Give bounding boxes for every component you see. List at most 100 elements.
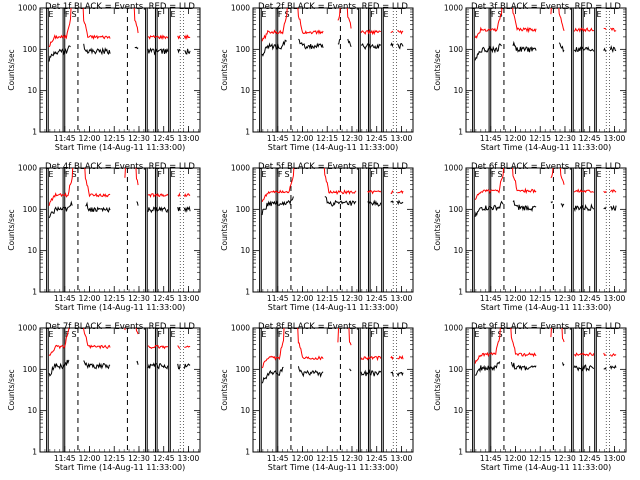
- lld-series-line: [184, 345, 191, 348]
- x-tick-label: 12:00: [79, 454, 101, 463]
- y-tick-label: 1: [32, 288, 37, 297]
- event-mark-label: S: [72, 330, 77, 339]
- panel-title: Det 2f BLACK = Events, RED = LLD: [258, 2, 408, 12]
- lld-series-line: [474, 168, 537, 200]
- x-tick-label: 12:30: [128, 454, 150, 463]
- x-tick-label: 12:45: [366, 454, 388, 463]
- events-series-line: [85, 201, 111, 213]
- events-series-line: [83, 360, 111, 370]
- lld-series-line: [609, 353, 617, 357]
- lld-series-line: [390, 355, 394, 361]
- x-tick-label: 11:45: [480, 454, 502, 463]
- x-tick-label: 12:15: [103, 454, 125, 463]
- x-tick-label: 13:00: [391, 454, 413, 463]
- lld-series-line: [367, 190, 382, 195]
- x-tick-label: 13:00: [604, 454, 626, 463]
- x-tick-label: 12:45: [366, 294, 388, 303]
- x-axis-label: Start Time (14-Aug-11 11:33:00): [481, 303, 612, 312]
- y-tick-label: 1: [245, 288, 250, 297]
- y-tick-label: 100: [449, 205, 464, 214]
- lld-series-line: [183, 193, 191, 198]
- x-tick-label: 11:45: [267, 294, 289, 303]
- x-axis-label: Start Time (14-Aug-11 11:33:00): [55, 303, 186, 312]
- y-tick-label: 1: [32, 448, 37, 457]
- event-mark-label: F: [278, 10, 283, 19]
- events-series-line: [396, 43, 404, 50]
- lld-series-line: [177, 192, 181, 197]
- event-mark-label: F: [278, 330, 283, 339]
- event-mark-label: S: [72, 10, 77, 19]
- event-mark-label: S: [72, 170, 77, 179]
- y-tick-label: 1000: [444, 164, 463, 173]
- event-mark-label: E: [48, 170, 53, 179]
- event-mark-label: E: [383, 170, 388, 179]
- panel-title: Det 3f BLACK = Events, RED = LLD: [471, 2, 621, 12]
- lld-series-line: [360, 29, 381, 36]
- event-mark-label: E: [474, 10, 479, 19]
- x-tick-label: 12:30: [341, 454, 363, 463]
- detector-panel: Det 3f BLACK = Events, RED = LLD 1 10 100 10…: [433, 2, 627, 152]
- y-tick-label: 1: [245, 128, 250, 137]
- panel-title: Det 5f BLACK = Events, RED = LLD: [258, 162, 408, 172]
- x-tick-label: 12:00: [79, 294, 101, 303]
- x-axis-label: Start Time (14-Aug-11 11:33:00): [481, 143, 612, 152]
- x-tick-label: 11:45: [54, 454, 76, 463]
- events-series-line: [560, 203, 565, 208]
- lld-series-line: [397, 354, 404, 360]
- event-mark-label: E: [261, 330, 266, 339]
- lld-series-line: [261, 8, 324, 42]
- x-tick-label: 11:45: [480, 294, 502, 303]
- y-tick-label: 1000: [18, 4, 37, 13]
- events-series-line: [550, 201, 554, 204]
- x-tick-label: 12:15: [529, 454, 551, 463]
- event-mark-label: F: [65, 170, 70, 179]
- events-series-line: [390, 200, 394, 204]
- event-mark-label: S: [285, 330, 290, 339]
- x-tick-label: 11:45: [54, 134, 76, 143]
- lld-series-line: [261, 168, 357, 202]
- event-mark-label: F: [370, 170, 375, 179]
- plot-frame: [39, 167, 201, 293]
- events-series-line: [512, 40, 537, 53]
- y-axis-label: Counts/sec: [220, 49, 229, 90]
- detector-panel: Det 6f BLACK = Events, RED = LLD 1 10 100 10…: [433, 162, 627, 312]
- plot-frame: [465, 167, 627, 293]
- events-series-line: [562, 362, 565, 367]
- detector-panel: Det 8f BLACK = Events, RED = LLD 1 10 100 10…: [220, 322, 414, 472]
- x-tick-label: 13:00: [178, 134, 200, 143]
- lld-series-line: [603, 190, 607, 193]
- x-tick-label: 12:00: [292, 454, 314, 463]
- events-series-line: [177, 206, 181, 212]
- plot-frame: [39, 327, 201, 453]
- lld-series-line: [603, 352, 607, 356]
- x-axis-label: Start Time (14-Aug-11 11:33:00): [268, 303, 399, 312]
- event-mark-label: S: [498, 170, 503, 179]
- y-tick-label: 10: [453, 246, 463, 255]
- y-tick-label: 100: [449, 365, 464, 374]
- x-tick-label: 13:00: [604, 294, 626, 303]
- x-tick-label: 12:00: [292, 294, 314, 303]
- events-series-line: [177, 48, 181, 54]
- lld-series-line: [397, 190, 404, 195]
- y-tick-label: 100: [449, 45, 464, 54]
- y-tick-label: 10: [240, 86, 250, 95]
- events-series-line: [603, 367, 607, 370]
- x-tick-label: 12:15: [103, 134, 125, 143]
- event-mark-label: F: [370, 330, 375, 339]
- detector-panel: Det 1f BLACK = Events, RED = LLD 1 10 100 10…: [7, 2, 201, 152]
- detector-panel: Det 9f BLACK = Events, RED = LLD 1 10 100 10…: [433, 322, 627, 472]
- event-mark-label: E: [261, 170, 266, 179]
- lld-series-line: [609, 189, 617, 194]
- y-axis-label: Counts/sec: [433, 49, 442, 90]
- x-tick-label: 13:00: [391, 134, 413, 143]
- x-axis-label: Start Time (14-Aug-11 11:33:00): [481, 463, 612, 472]
- event-mark-label: F: [157, 10, 162, 19]
- lld-series-line: [337, 8, 352, 29]
- lld-series-line: [573, 188, 594, 194]
- y-axis-label: Counts/sec: [7, 369, 16, 410]
- event-mark-label: E: [48, 10, 53, 19]
- detector-panel: Det 4f BLACK = Events, RED = LLD 1 10 100 10…: [7, 162, 201, 312]
- x-tick-label: 12:30: [554, 134, 576, 143]
- y-tick-label: 1000: [444, 4, 463, 13]
- event-mark-label: F: [583, 10, 588, 19]
